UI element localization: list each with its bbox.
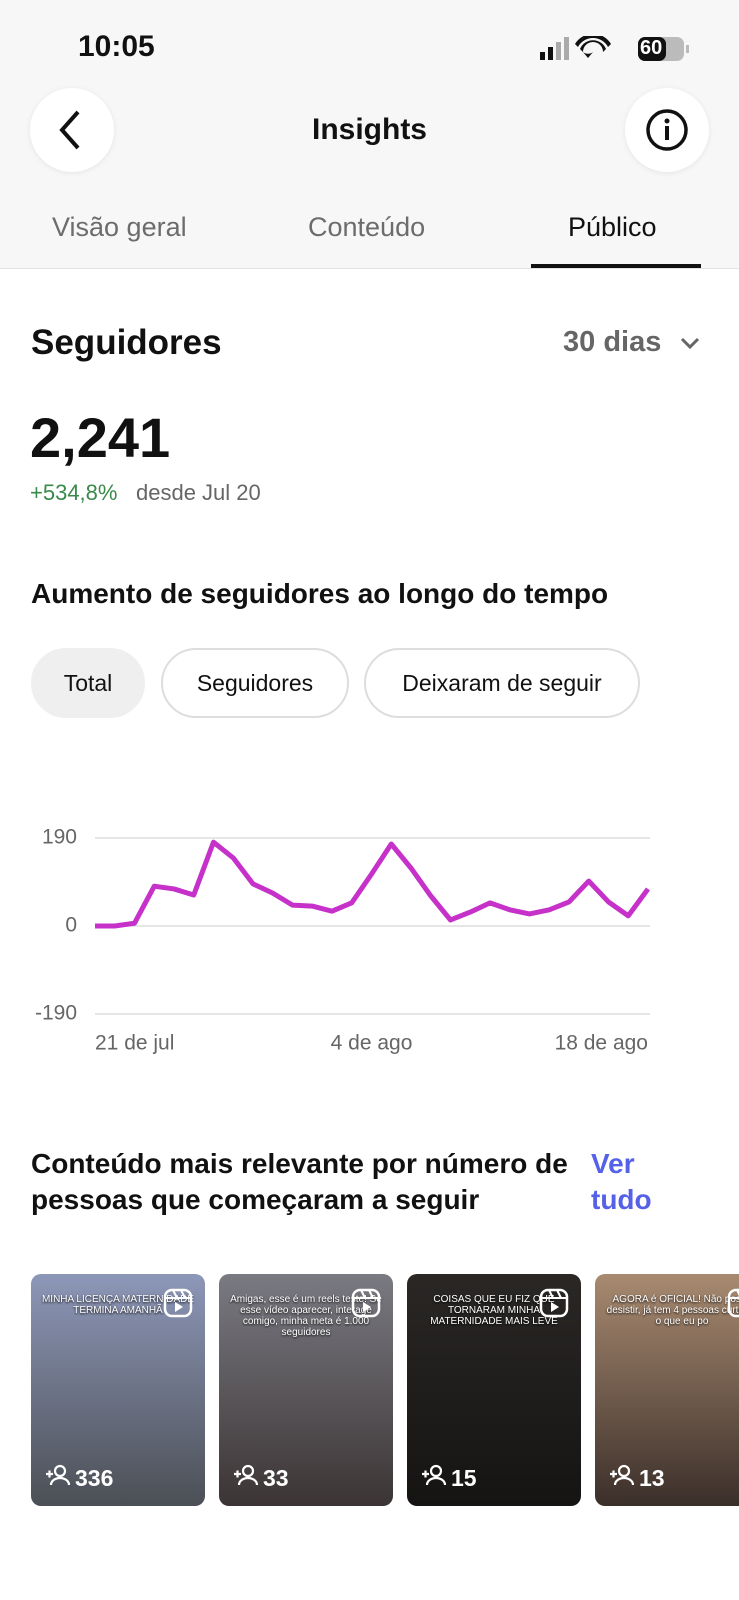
x-tick-label: 18 de ago (555, 1032, 648, 1055)
change: +534,8% (30, 480, 118, 505)
follower-count: 336 (75, 1465, 114, 1491)
info-button[interactable] (625, 88, 709, 172)
follow-icon (610, 1464, 635, 1486)
time: 10:05 (78, 30, 155, 63)
period-select[interactable]: 30 dias (563, 326, 662, 358)
x-tick-label: 4 de ago (331, 1032, 413, 1055)
tab-active[interactable]: Público (568, 212, 657, 242)
thumbnail-caption: MINHA LICENÇA MATERNIDADE TERMINA AMANHÃ (41, 1294, 195, 1316)
follow-icon (234, 1464, 259, 1486)
content-thumbnail[interactable]: AGORA é OFICIAL! Não posso desistir, já … (595, 1274, 739, 1506)
data-line (95, 839, 651, 929)
filter-chip[interactable]: Deixaram de seguir (364, 648, 640, 718)
section-title: Seguidores (31, 323, 222, 362)
y-tick-label: -190 (35, 1002, 77, 1025)
chevron (680, 337, 700, 350)
battery: 60 (640, 37, 663, 59)
reel-icon (351, 1288, 381, 1318)
chart: 190 0 -190 21 de jul 4 de ago 18 de ago (35, 826, 651, 1055)
tab[interactable]: Visão geral (52, 212, 187, 242)
thumbnail-caption: Amigas, esse é um reels teste! Se esse v… (230, 1294, 382, 1338)
back-button[interactable] (30, 88, 114, 172)
tab-indicator (531, 264, 701, 268)
reel-icon (539, 1288, 569, 1318)
top-bar (0, 0, 739, 269)
content-thumbnail[interactable]: Amigas, esse é um reels teste! Se esse v… (219, 1274, 393, 1506)
content-thumbnail[interactable]: COISAS QUE EU FIZ QUE TORNARAM MINHA MAT… (407, 1274, 581, 1506)
filter-chip[interactable]: Seguidores (161, 648, 349, 718)
since: desde Jul 20 (136, 480, 261, 505)
x-tick-label: 21 de jul (95, 1032, 174, 1055)
filter-chip[interactable]: Total (31, 648, 145, 718)
total: 2,241 (30, 406, 171, 469)
thumbnail-caption: COISAS QUE EU FIZ QUE TORNARAM MINHA MAT… (430, 1294, 558, 1327)
page-title: Insights (311, 113, 427, 146)
thumbnail-caption: AGORA é OFICIAL! Não posso desistir, já … (606, 1294, 739, 1327)
y-tick-label: 0 (65, 914, 77, 937)
follow-icon (46, 1464, 71, 1486)
follower-count: 33 (263, 1465, 289, 1491)
follower-count: 13 (639, 1465, 665, 1491)
content-thumbnail[interactable]: MINHA LICENÇA MATERNIDADE TERMINA AMANHÃ… (31, 1274, 205, 1506)
follow-icon (422, 1464, 447, 1486)
follower-count: 15 (451, 1465, 477, 1491)
chart-heading: Aumento de seguidores ao longo do tempo (31, 578, 609, 609)
reel-icon (727, 1288, 739, 1318)
status-icons (540, 36, 689, 61)
content-heading: Conteúdo mais relevante por número de pe… (31, 1148, 568, 1215)
reel-icon (163, 1288, 193, 1318)
see-all-link[interactable]: Ver tudo (591, 1148, 652, 1215)
tab[interactable]: Conteúdo (308, 212, 426, 242)
y-tick-label: 190 (42, 826, 77, 849)
